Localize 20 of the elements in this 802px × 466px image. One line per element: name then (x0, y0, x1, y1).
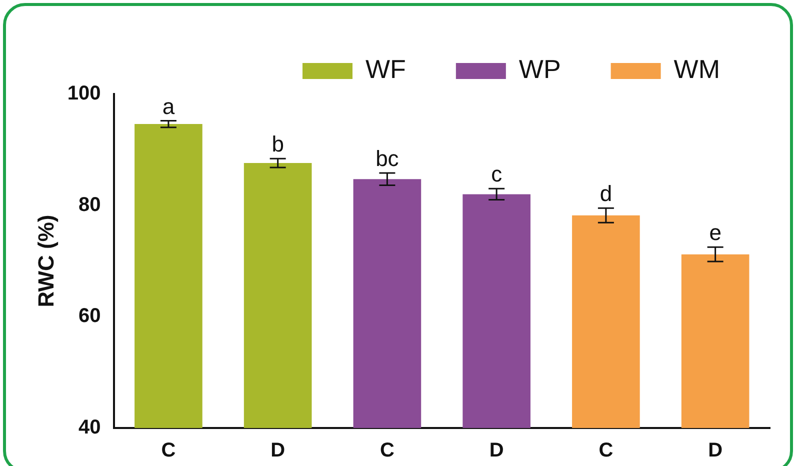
data-label: c (491, 162, 502, 187)
x-tick-label: C (161, 440, 176, 462)
data-label: bc (376, 146, 399, 172)
x-tick-label: D (270, 440, 286, 462)
y-tick-label: 100 (67, 82, 101, 105)
data-label: d (600, 181, 612, 206)
y-axis-title: RWC (%) (33, 214, 58, 308)
data-label: a (162, 94, 176, 119)
data-label: e (709, 220, 722, 246)
x-tick-label: D (489, 440, 504, 462)
y-tick-label: 80 (78, 194, 101, 216)
legend-label: WP (518, 54, 561, 84)
x-tick-label: C (598, 440, 614, 462)
legend-label: WM (674, 54, 720, 84)
y-tick-label: 40 (78, 416, 101, 439)
x-tick-label: D (708, 440, 723, 462)
y-tick-label: 60 (78, 305, 101, 328)
data-label: b (272, 132, 284, 157)
x-tick-label: C (380, 440, 394, 462)
legend-label: WF (366, 54, 406, 84)
